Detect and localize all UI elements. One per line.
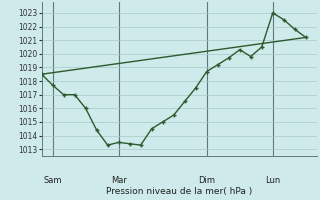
- Text: Pression niveau de la mer( hPa ): Pression niveau de la mer( hPa ): [106, 187, 252, 196]
- Text: Lun: Lun: [265, 176, 280, 185]
- Text: Dim: Dim: [198, 176, 215, 185]
- Text: Sam: Sam: [43, 176, 62, 185]
- Text: Mar: Mar: [111, 176, 127, 185]
